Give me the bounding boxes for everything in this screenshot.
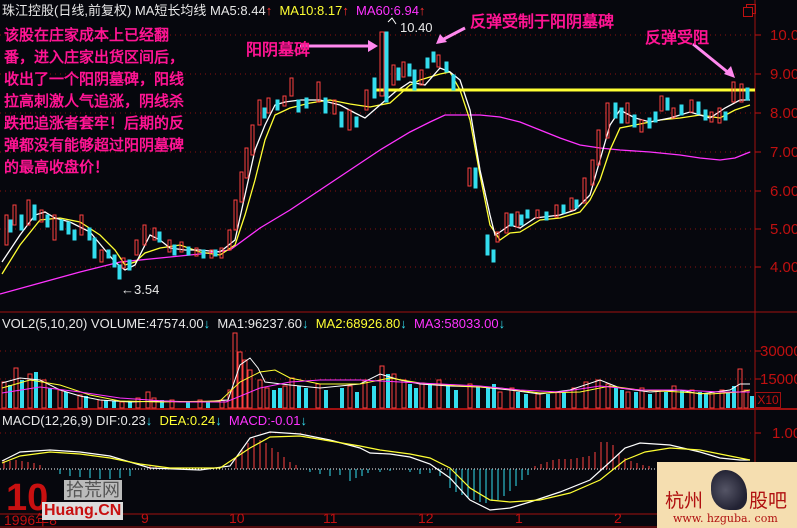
volume-ma1: MA1:96237.60 bbox=[217, 316, 302, 331]
logo-cn: 拾荒网 bbox=[64, 480, 122, 500]
down-arrow-icon: ↓ bbox=[301, 316, 309, 331]
price-tick: 7.00 bbox=[770, 144, 797, 161]
logo-url: www. hzguba. com bbox=[673, 512, 778, 525]
stock-title: 珠江控股(日线,前复权) bbox=[2, 3, 132, 18]
macd-tick: 1.00 bbox=[772, 425, 797, 442]
logo-cn-left: 杭州 bbox=[665, 490, 704, 512]
analysis-note: 该股在庄家成本上已经翻 番，进入庄家出货区间后， 收出了一个阳阴墓碑，阳线 拉高… bbox=[4, 24, 214, 178]
volume-unit-badge[interactable]: X10 bbox=[755, 392, 781, 408]
note-line: 拉高刺激人气追涨，阴线杀 bbox=[4, 92, 185, 110]
logo-cn-right: 股吧 bbox=[749, 490, 788, 512]
rebound-blocked-label: 反弹受阻 bbox=[645, 28, 710, 47]
note-line: 番，进入庄家出货区间后， bbox=[4, 48, 185, 66]
note-line: 跌把追涨者套牢！后期的反 bbox=[4, 114, 185, 132]
watermark-logo-10huang: 10 拾荒网 Huang.CN bbox=[4, 478, 134, 524]
volume-bars bbox=[1, 332, 754, 409]
logo-url: Huang.CN bbox=[42, 502, 124, 520]
note-line: 的最高收盘价！ bbox=[4, 158, 110, 176]
logo-number: 10 bbox=[6, 477, 49, 519]
down-arrow-icon: ↓ bbox=[300, 413, 307, 428]
ma-indicator-name: MA短长均线 bbox=[134, 3, 207, 18]
candlesticks bbox=[4, 31, 750, 280]
down-arrow-icon: ↓ bbox=[498, 316, 506, 331]
x-tick: 9 bbox=[141, 510, 149, 526]
volume-tick: 30000 bbox=[760, 343, 797, 360]
up-arrow-icon: ↑ bbox=[418, 3, 426, 18]
up-arrow-icon: ↑ bbox=[265, 3, 273, 18]
note-line: 该股在庄家成本上已经翻 bbox=[4, 26, 170, 44]
x-tick: 10 bbox=[229, 510, 245, 526]
price-tick: 8.00 bbox=[770, 105, 797, 122]
down-arrow-icon: ↓ bbox=[145, 413, 153, 428]
price-tick: 5.00 bbox=[770, 221, 797, 238]
x-tick: 2 bbox=[614, 510, 622, 526]
low-price-label: ←3.54 bbox=[121, 282, 160, 297]
high-price-label: 10.40 bbox=[400, 20, 433, 35]
ma5-value: MA5:8.44 bbox=[210, 3, 266, 18]
volume-panel-header: VOL2(5,10,20) VOLUME:47574.00↓ MA1:96237… bbox=[2, 316, 505, 331]
bull-icon bbox=[711, 470, 747, 510]
ma60-value: MA60:6.94 bbox=[356, 3, 419, 18]
price-tick: 4.00 bbox=[770, 259, 797, 276]
down-arrow-icon: ↓ bbox=[400, 316, 407, 331]
dea-value: DEA:0.24 bbox=[159, 413, 216, 428]
volume-ma2: MA2:68926.80 bbox=[315, 316, 401, 331]
price-tick: 6.00 bbox=[770, 183, 797, 200]
macd-panel-header: MACD(12,26,9) DIF:0.23↓ DEA:0.24↓ MACD:-… bbox=[2, 413, 307, 428]
volume-value: VOLUME:47574.00 bbox=[90, 316, 204, 331]
x-tick: 11 bbox=[323, 510, 338, 526]
dif-value: DIF:0.23 bbox=[95, 413, 146, 428]
tombstone-label: 阳阴墓碑 bbox=[246, 40, 311, 59]
volume-indicator-name: VOL2(5,10,20) bbox=[2, 316, 88, 331]
price-panel-header: 珠江控股(日线,前复权) MA短长均线 MA5:8.44↑ MA10:8.17↑… bbox=[2, 3, 425, 18]
rebound-limited-label: 反弹受制于阳阴墓碑 bbox=[470, 12, 615, 31]
volume-ma3: MA3:58033.00 bbox=[414, 316, 499, 331]
note-line: 收出了一个阳阴墓碑，阳线 bbox=[4, 70, 185, 88]
volume-tick: 15000 bbox=[760, 371, 797, 388]
x-tick: 1 bbox=[515, 510, 523, 526]
macd-indicator-name: MACD(12,26,9) bbox=[2, 413, 93, 428]
note-line: 弹都没有能够超过阳阴墓碑 bbox=[4, 136, 185, 154]
watermark-logo-hzguba: 杭州 股吧 www. hzguba. com bbox=[657, 462, 797, 528]
down-arrow-icon: ↓ bbox=[203, 316, 211, 331]
macd-value: MACD:-0.01 bbox=[228, 413, 301, 428]
up-arrow-icon: ↑ bbox=[342, 3, 349, 18]
ma10-value: MA10:8.17 bbox=[279, 3, 343, 18]
price-tick: 10.00 bbox=[770, 27, 797, 44]
down-arrow-icon: ↓ bbox=[215, 413, 222, 428]
x-tick: 12 bbox=[418, 510, 434, 526]
price-tick: 9.00 bbox=[770, 66, 797, 83]
